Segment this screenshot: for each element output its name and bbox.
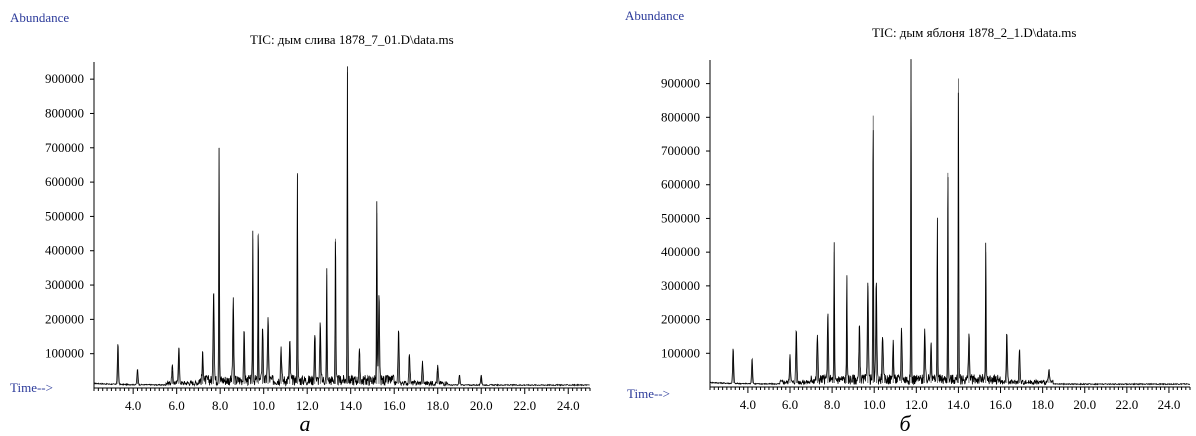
x-tick-label: 14.0 — [339, 398, 362, 413]
y-tick-label: 200000 — [661, 312, 700, 327]
x-tick-label: 12.0 — [905, 397, 928, 412]
x-tick-label: 20.0 — [1073, 397, 1096, 412]
tic-trace-line — [94, 66, 590, 387]
y-tick-label: 300000 — [661, 278, 700, 293]
time-axis-label: Time--> — [10, 380, 53, 395]
y-tick-label: 800000 — [661, 109, 700, 124]
x-tick-label: 4.0 — [740, 397, 756, 412]
y-tick-label: 500000 — [45, 208, 84, 223]
x-tick-label: 6.0 — [782, 397, 798, 412]
y-tick-label: 600000 — [661, 177, 700, 192]
y-tick-label: 700000 — [661, 143, 700, 158]
x-tick-label: 8.0 — [824, 397, 840, 412]
y-tick-label: 600000 — [45, 174, 84, 189]
x-tick-label: 18.0 — [426, 398, 449, 413]
x-tick-label: 20.0 — [470, 398, 493, 413]
y-tick-label: 400000 — [45, 243, 84, 258]
y-tick-label: 700000 — [45, 140, 84, 155]
axes — [709, 60, 1190, 388]
y-tick-label: 500000 — [661, 210, 700, 225]
y-tick-label: 200000 — [45, 311, 84, 326]
chart-title: TIC: дым яблоня 1878_2_1.D\data.ms — [872, 25, 1076, 40]
panel-caption: б — [899, 411, 911, 436]
x-tick-label: 16.0 — [383, 398, 406, 413]
x-tick-label: 12.0 — [296, 398, 319, 413]
tic-trace-line — [710, 58, 1191, 386]
ticks: 100000 200000 300000 400000 500000 600000 7000… — [661, 76, 1191, 412]
y-tick-label: 900000 — [45, 71, 84, 86]
y-tick-label: 100000 — [661, 345, 700, 360]
ticks: 100000 200000 300000 400000 500000 600000 7000… — [45, 71, 591, 413]
x-tick-label: 16.0 — [989, 397, 1012, 412]
y-tick-label: 800000 — [45, 105, 84, 120]
chart-panel-a: Abundance TIC: дым слива 1878_7_01.D\dat… — [10, 10, 591, 436]
abundance-label: Abundance — [625, 8, 684, 23]
x-tick-label: 18.0 — [1031, 397, 1054, 412]
y-tick-label: 900000 — [661, 76, 700, 91]
x-tick-label: 6.0 — [169, 398, 185, 413]
y-tick-label: 300000 — [45, 277, 84, 292]
x-tick-label: 10.0 — [252, 398, 275, 413]
x-tick-label: 8.0 — [212, 398, 228, 413]
abundance-label: Abundance — [10, 10, 69, 25]
y-tick-label: 100000 — [45, 346, 84, 361]
x-tick-label: 4.0 — [125, 398, 141, 413]
x-tick-label: 24.0 — [1158, 397, 1181, 412]
axes — [93, 62, 590, 389]
plot-area — [710, 58, 1191, 386]
y-tick-label: 400000 — [661, 244, 700, 259]
x-tick-label: 14.0 — [947, 397, 970, 412]
plot-area — [94, 66, 590, 387]
chart-title: TIC: дым слива 1878_7_01.D\data.ms — [250, 32, 454, 47]
chart-panel-b: Abundance TIC: дым яблоня 1878_2_1.D\dat… — [625, 8, 1191, 436]
x-tick-label: 22.0 — [513, 398, 536, 413]
x-tick-label: 24.0 — [557, 398, 580, 413]
x-tick-label: 22.0 — [1115, 397, 1138, 412]
time-axis-label: Time--> — [627, 386, 670, 401]
panel-caption: а — [300, 411, 311, 436]
x-tick-label: 10.0 — [863, 397, 886, 412]
